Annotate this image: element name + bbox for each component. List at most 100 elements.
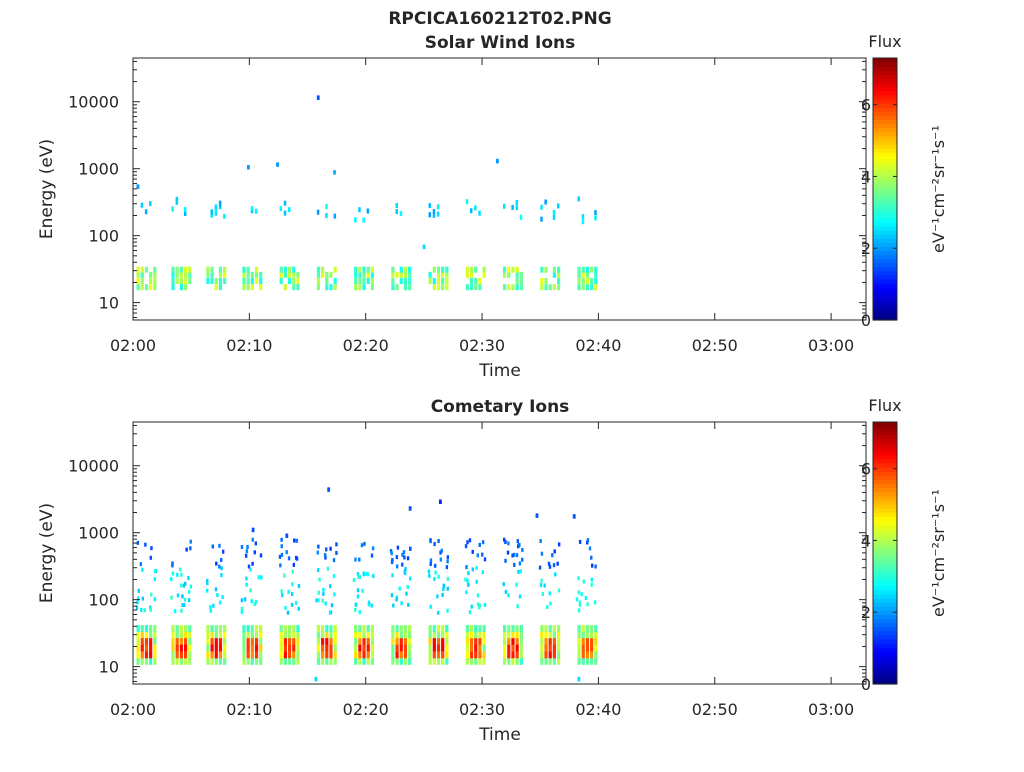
spectrogram-cell <box>153 657 157 665</box>
spectrogram-cell <box>218 644 223 652</box>
spectrogram-cell <box>187 598 191 603</box>
spectrogram-cell <box>446 608 449 613</box>
spectrogram-cell <box>507 593 510 598</box>
axes: 02:00 02:10 02:20 02:30 02:40 02:50 03:00 10 100… <box>68 422 866 719</box>
spectrogram-cell <box>292 562 296 567</box>
spectrogram-cell <box>511 651 515 659</box>
spectrogram-cell <box>144 657 149 665</box>
spectrogram-cell <box>279 206 283 212</box>
spectrogram-cell <box>179 625 183 633</box>
spectrogram-cell <box>171 561 174 566</box>
spectrogram-cell <box>552 651 556 659</box>
spectrogram-cell <box>360 543 364 548</box>
colorbar-segment <box>873 205 897 211</box>
spectrogram-cell <box>296 284 300 291</box>
spectrogram-cell <box>223 278 227 285</box>
x-tick-label: 02:50 <box>692 700 738 719</box>
spectrogram-cell <box>362 631 366 639</box>
spectrogram-cell <box>408 657 412 665</box>
colorbar-segment <box>873 483 897 489</box>
spectrogram-cell <box>329 657 333 665</box>
spectrogram-cell <box>221 595 224 600</box>
spectrogram-cell <box>581 278 585 285</box>
spectrogram-cell <box>206 644 210 652</box>
spectrogram-cell <box>354 271 358 278</box>
colorbar-segment <box>873 540 897 546</box>
spectrogram-cell <box>540 644 544 652</box>
spectrogram-cell <box>478 631 482 639</box>
colorbar-segment <box>873 606 897 611</box>
spectrogram-cell <box>406 584 410 589</box>
spectrogram-cell <box>187 589 191 594</box>
colorbar-frame <box>872 421 898 685</box>
spectrogram-cell <box>543 583 546 588</box>
spectrogram-cell <box>291 592 294 597</box>
spectrogram-cell <box>507 625 511 633</box>
spectrogram-cell <box>218 200 222 206</box>
colorbar-segment <box>873 422 897 427</box>
spectrogram-cell <box>171 284 175 291</box>
spectrogram-cell <box>370 644 375 652</box>
spectrogram-cell <box>436 204 440 210</box>
spectrogram-cell <box>395 637 399 645</box>
spectrogram-cell <box>182 583 186 588</box>
spectrogram-cell <box>206 271 210 278</box>
spectrogram-cell <box>210 637 214 645</box>
spectrogram-cell <box>326 566 330 571</box>
spectrogram-cell <box>441 592 444 597</box>
panel-title: Cometary Ions <box>431 397 570 417</box>
colorbar-segment <box>873 675 897 681</box>
spectrogram-cell <box>296 644 300 652</box>
colorbar-unit: eV⁻¹cm⁻²sr⁻¹s⁻¹ <box>929 489 948 617</box>
spectrogram-cell <box>214 657 218 665</box>
spectrogram-cell <box>136 651 140 659</box>
spectrogram-cell <box>283 631 287 639</box>
colorbar-segment <box>873 86 897 92</box>
spectrogram-cell <box>591 563 594 568</box>
spectrogram-cell <box>391 266 395 273</box>
spectrogram-cell <box>287 637 292 645</box>
spectrogram-cell <box>395 657 399 665</box>
spectrogram-cell <box>594 564 597 569</box>
spectrogram-cell <box>556 278 561 285</box>
spectrogram-cell <box>218 651 223 659</box>
spectrogram-cell <box>577 637 581 645</box>
spectrogram-cell <box>287 644 292 652</box>
colorbar-tick-label: 2 <box>861 603 871 622</box>
spectrogram-cell <box>283 266 287 273</box>
spectrogram-cell <box>502 271 507 278</box>
spectrogram-cell <box>515 199 519 205</box>
colorbar-tick-label: 0 <box>861 675 871 694</box>
spectrogram-cell <box>594 278 598 285</box>
spectrogram-cell <box>507 266 511 273</box>
spectrogram-cell <box>206 651 210 659</box>
spectrogram-cell <box>469 271 474 278</box>
spectrogram-cell <box>247 564 251 569</box>
spectrogram-cell <box>552 631 556 639</box>
spectrogram-cell <box>170 595 173 600</box>
spectrogram-cell <box>511 625 515 633</box>
x-tick-label: 03:00 <box>808 336 854 355</box>
spectrogram-cell <box>250 278 254 285</box>
spectrogram-cell <box>439 550 442 555</box>
spectrogram-cell <box>245 582 248 587</box>
colorbar-segment <box>873 565 897 570</box>
spectrogram-cell <box>506 550 510 555</box>
spectrogram-cell <box>549 601 552 606</box>
spectrogram-cell <box>140 284 144 291</box>
spectrogram-cell <box>552 625 556 633</box>
colorbar-segment <box>873 553 897 558</box>
spectrogram-cell <box>581 271 585 278</box>
colorbar-segment <box>873 78 897 84</box>
spectrogram-cell <box>153 625 157 633</box>
spectrogram-cell <box>399 271 403 278</box>
spectrogram-cell <box>149 278 153 285</box>
spectrogram-cell <box>544 199 547 205</box>
spectrogram-cell <box>370 631 375 639</box>
spectrogram-cell <box>206 657 210 665</box>
spectrogram-cell <box>176 572 179 577</box>
spectrogram-cell <box>469 631 474 639</box>
spectrogram-cell <box>391 278 395 285</box>
spectrogram-cell <box>316 625 321 633</box>
